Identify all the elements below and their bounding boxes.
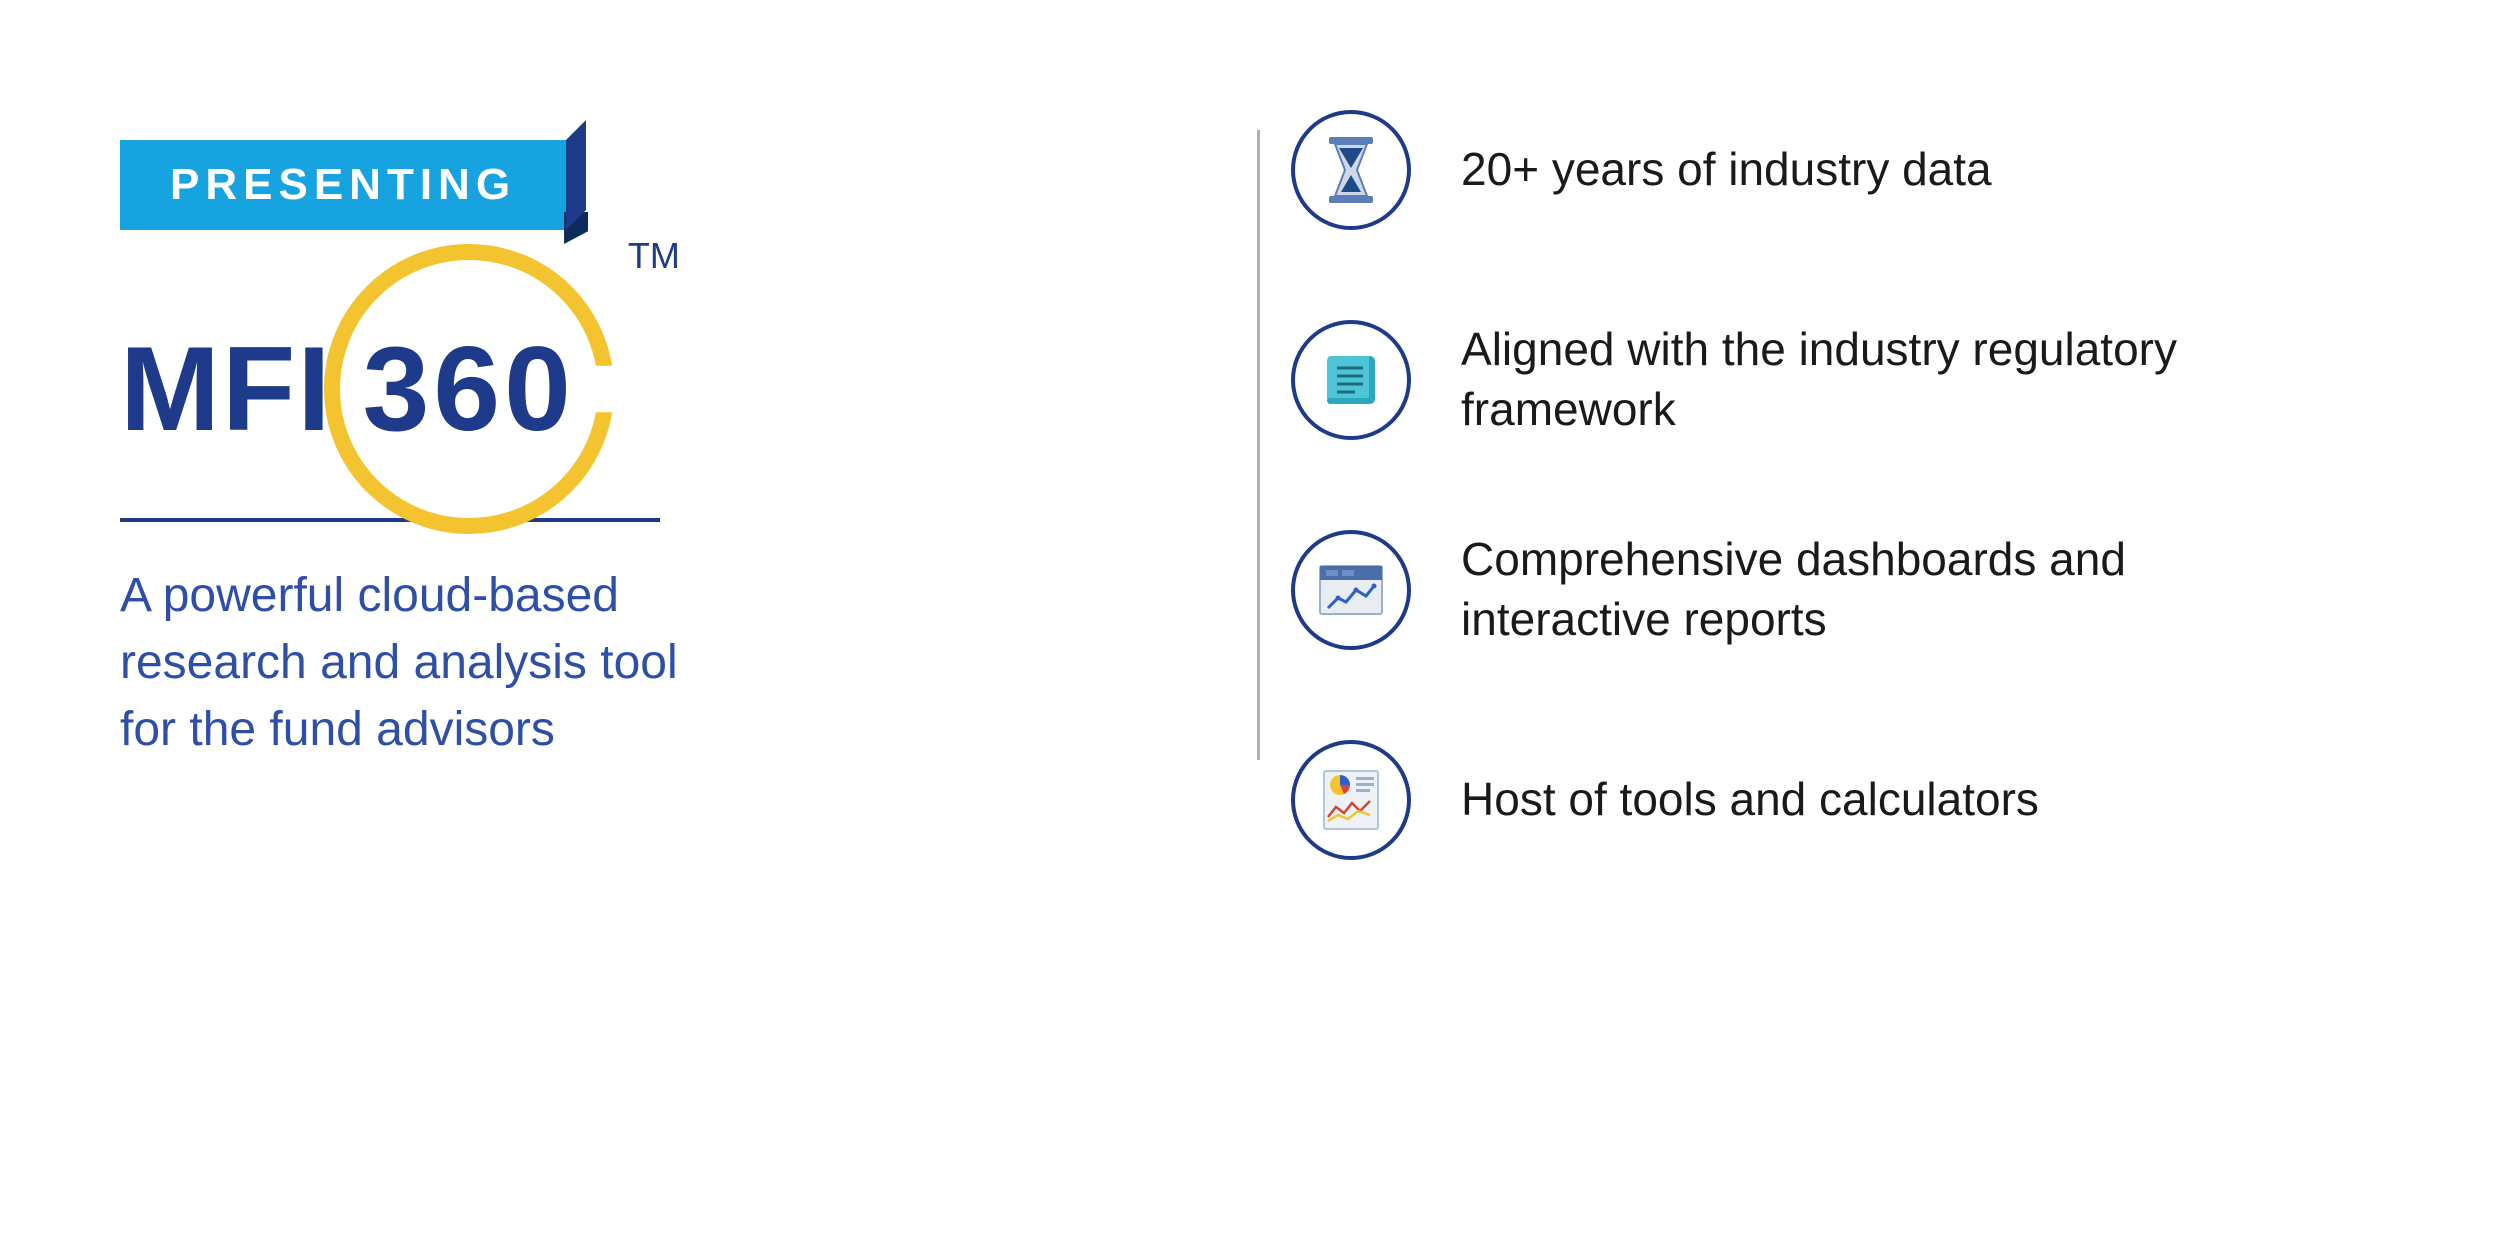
tools-icon	[1291, 740, 1411, 860]
left-panel: PRESENTING MFI 360 TM A powerful cloud-b…	[120, 100, 1211, 1146]
feature-item-document: Aligned with the industry regulatory fra…	[1291, 320, 2393, 440]
banner-label: PRESENTING	[170, 160, 516, 209]
banner-fold	[564, 212, 588, 244]
logo-prefix: MFI	[120, 320, 333, 458]
feature-text: 20+ years of industry data	[1461, 140, 1992, 200]
infographic-container: PRESENTING MFI 360 TM A powerful cloud-b…	[0, 0, 2513, 1246]
feature-item-tools: Host of tools and calculators	[1291, 740, 2393, 860]
document-icon	[1291, 320, 1411, 440]
tagline: A powerful cloud-based research and anal…	[120, 562, 740, 764]
feature-list: 20+ years of industry data Aligned with …	[1291, 100, 2393, 860]
logo-text: MFI 360 TM	[120, 320, 1151, 458]
presenting-banner: PRESENTING	[120, 140, 566, 230]
hourglass-icon	[1291, 110, 1411, 230]
logo-suffix: 360	[363, 320, 575, 458]
feature-item-dashboard: Comprehensive dashboards and interactive…	[1291, 530, 2393, 650]
feature-text: Host of tools and calculators	[1461, 770, 2039, 830]
feature-text: Aligned with the industry regulatory fra…	[1461, 320, 2181, 440]
logo-360-wrapper: 360 TM	[363, 320, 575, 458]
trademark: TM	[628, 235, 680, 277]
dashboard-icon	[1291, 530, 1411, 650]
feature-text: Comprehensive dashboards and interactive…	[1461, 530, 2181, 650]
vertical-divider	[1257, 130, 1260, 760]
feature-item-hourglass: 20+ years of industry data	[1291, 110, 2393, 230]
separator-line	[120, 518, 660, 522]
logo-block: MFI 360 TM	[120, 320, 1151, 458]
right-panel: 20+ years of industry data Aligned with …	[1211, 100, 2393, 1146]
